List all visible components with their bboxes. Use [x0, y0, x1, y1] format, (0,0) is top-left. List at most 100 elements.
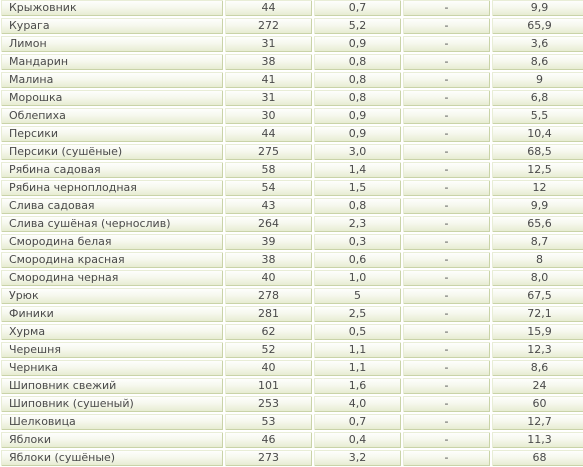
fruit-name-cell: Смородина красная	[0, 251, 224, 269]
carbs-cell: 5,5	[491, 107, 583, 125]
fat-cell: -	[402, 89, 491, 107]
fruit-name-cell: Шиповник (сушеный)	[0, 395, 224, 413]
fat-cell: -	[402, 215, 491, 233]
carbs-cell: 8,6	[491, 53, 583, 71]
carbs-cell: 11,3	[491, 431, 583, 449]
fat-cell: -	[402, 197, 491, 215]
fat-cell: -	[402, 107, 491, 125]
fruit-name-cell: Черешня	[0, 341, 224, 359]
calories-cell: 53	[224, 413, 313, 431]
fruit-name-cell: Лимон	[0, 35, 224, 53]
calories-cell: 46	[224, 431, 313, 449]
carbs-cell: 65,6	[491, 215, 583, 233]
fruit-name-cell: Малина	[0, 71, 224, 89]
calories-cell: 101	[224, 377, 313, 395]
table-row: Малина 41 0,8-9	[0, 71, 583, 89]
fat-cell: -	[402, 0, 491, 17]
protein-cell: 1,1	[313, 359, 402, 377]
protein-cell: 0,7	[313, 413, 402, 431]
protein-cell: 0,8	[313, 197, 402, 215]
calories-cell: 38	[224, 53, 313, 71]
fruit-name-cell: Курага	[0, 17, 224, 35]
fruit-name-cell: Смородина черная	[0, 269, 224, 287]
calories-cell: 264	[224, 215, 313, 233]
table-row: Слива садовая 43 0,8-9,9	[0, 197, 583, 215]
calories-cell: 40	[224, 359, 313, 377]
calories-cell: 275	[224, 143, 313, 161]
fruit-name-cell: Крыжовник	[0, 0, 224, 17]
table-row: Урюк 278 5-67,5	[0, 287, 583, 305]
table-row: Крыжовник 44 0,7-9,9	[0, 0, 583, 17]
calories-cell: 54	[224, 179, 313, 197]
calories-cell: 278	[224, 287, 313, 305]
table-row: Финики 281 2,5-72,1	[0, 305, 583, 323]
table-row: Рябина садовая 58 1,4-12,5	[0, 161, 583, 179]
carbs-cell: 68,5	[491, 143, 583, 161]
fruit-name-cell: Рябина черноплодная	[0, 179, 224, 197]
carbs-cell: 12,3	[491, 341, 583, 359]
table-row: Шелковица 53 0,7-12,7	[0, 413, 583, 431]
fruit-name-cell: Персики	[0, 125, 224, 143]
protein-cell: 1,0	[313, 269, 402, 287]
protein-cell: 0,9	[313, 125, 402, 143]
calories-cell: 273	[224, 449, 313, 467]
table-row: Персики 44 0,9-10,4	[0, 125, 583, 143]
fruit-name-cell: Смородина белая	[0, 233, 224, 251]
carbs-cell: 12	[491, 179, 583, 197]
protein-cell: 1,4	[313, 161, 402, 179]
calories-cell: 62	[224, 323, 313, 341]
fruit-name-cell: Слива садовая	[0, 197, 224, 215]
carbs-cell: 67,5	[491, 287, 583, 305]
calories-cell: 253	[224, 395, 313, 413]
carbs-cell: 12,5	[491, 161, 583, 179]
fruit-name-cell: Финики	[0, 305, 224, 323]
protein-cell: 1,5	[313, 179, 402, 197]
calories-cell: 52	[224, 341, 313, 359]
fat-cell: -	[402, 449, 491, 467]
calories-cell: 272	[224, 17, 313, 35]
calories-cell: 40	[224, 269, 313, 287]
fat-cell: -	[402, 143, 491, 161]
fat-cell: -	[402, 323, 491, 341]
fat-cell: -	[402, 17, 491, 35]
carbs-cell: 24	[491, 377, 583, 395]
table-row: Слива сушёная (чернослив) 264 2,3-65,6	[0, 215, 583, 233]
fat-cell: -	[402, 359, 491, 377]
fat-cell: -	[402, 287, 491, 305]
table-row: Яблоки 46 0,4-11,3	[0, 431, 583, 449]
fat-cell: -	[402, 179, 491, 197]
calories-cell: 43	[224, 197, 313, 215]
fat-cell: -	[402, 233, 491, 251]
fruit-name-cell: Слива сушёная (чернослив)	[0, 215, 224, 233]
carbs-cell: 9,9	[491, 197, 583, 215]
fruit-name-cell: Шиповник свежий	[0, 377, 224, 395]
carbs-cell: 8	[491, 251, 583, 269]
protein-cell: 4,0	[313, 395, 402, 413]
table-row: Рябина черноплодная 54 1,5-12	[0, 179, 583, 197]
carbs-cell: 9	[491, 71, 583, 89]
table-row: Персики (сушёные) 275 3,0-68,5	[0, 143, 583, 161]
carbs-cell: 15,9	[491, 323, 583, 341]
carbs-cell: 3,6	[491, 35, 583, 53]
calories-cell: 44	[224, 125, 313, 143]
table-row: Шиповник (сушеный) 253 4,0-60	[0, 395, 583, 413]
carbs-cell: 68	[491, 449, 583, 467]
protein-cell: 0,9	[313, 107, 402, 125]
carbs-cell: 60	[491, 395, 583, 413]
table-row: Смородина белая 39 0,3-8,7	[0, 233, 583, 251]
fruit-name-cell: Рябина садовая	[0, 161, 224, 179]
fruit-name-cell: Облепиха	[0, 107, 224, 125]
protein-cell: 1,6	[313, 377, 402, 395]
protein-cell: 3,2	[313, 449, 402, 467]
protein-cell: 0,5	[313, 323, 402, 341]
fat-cell: -	[402, 35, 491, 53]
fat-cell: -	[402, 251, 491, 269]
fat-cell: -	[402, 269, 491, 287]
fruit-name-cell: Шелковица	[0, 413, 224, 431]
protein-cell: 5,2	[313, 17, 402, 35]
fruit-name-cell: Мандарин	[0, 53, 224, 71]
calories-cell: 41	[224, 71, 313, 89]
protein-cell: 0,7	[313, 0, 402, 17]
protein-cell: 0,8	[313, 71, 402, 89]
